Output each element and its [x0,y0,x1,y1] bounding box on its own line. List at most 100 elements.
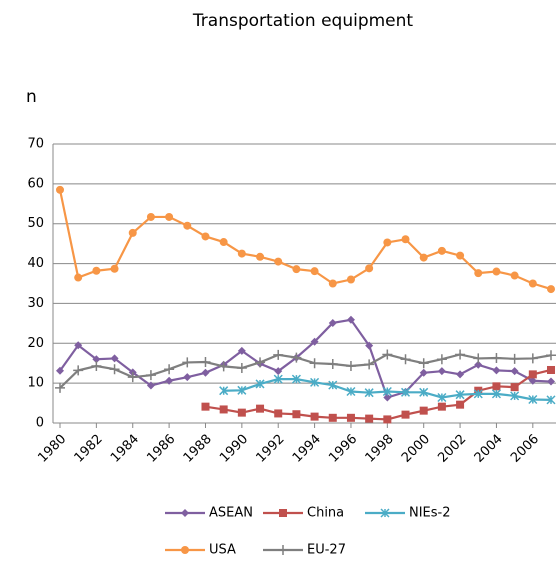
marker [56,185,64,194]
marker [419,387,429,397]
x-tick-label: 1992 [254,432,288,466]
marker [437,392,447,403]
marker [528,376,537,385]
marker [456,400,465,409]
legend-item: NIEs-2 [365,506,451,521]
x-tick-label: 1994 [290,432,324,466]
marker [383,415,392,424]
marker [109,364,120,375]
marker [310,337,319,346]
marker [74,273,83,282]
x-tick-label: 1998 [363,432,397,466]
legend-label: USA [209,543,236,558]
marker [346,275,355,284]
marker [274,257,283,266]
marker [200,357,211,368]
marker [547,285,555,294]
marker [491,389,501,399]
legend-label: EU-27 [307,543,346,558]
x-tick-label: 1984 [108,432,142,466]
marker [492,382,501,391]
marker [183,373,192,382]
marker [183,221,192,230]
marker [400,354,411,365]
marker [383,238,392,247]
marker [145,370,156,381]
marker [219,386,229,396]
marker [365,341,374,350]
marker [73,365,84,376]
x-tick-label: 1996 [326,432,360,466]
x-tick-label: 1986 [144,432,178,466]
marker [455,349,466,360]
marker [380,508,390,518]
series-line [58,189,552,291]
marker [92,266,101,275]
marker [237,408,246,417]
marker [327,359,338,370]
marker [418,358,429,369]
x-tick-label: 1982 [72,432,106,466]
y-tick-label: 40 [27,256,44,271]
marker [74,341,83,350]
marker [182,357,193,368]
marker [527,353,538,364]
marker [509,353,520,364]
marker [510,367,519,376]
legend-item: China [263,506,344,521]
y-tick-label: 30 [27,296,44,311]
marker [201,402,210,411]
marker [492,267,501,276]
marker [456,370,465,379]
marker [201,368,210,377]
x-tick-label: 1990 [217,432,251,466]
marker [310,377,320,387]
annotation: n [26,87,37,107]
marker [419,406,428,415]
marker [292,410,301,419]
x-tick-label: 1980 [35,432,69,466]
marker [91,361,102,372]
marker [328,413,337,422]
marker [491,353,502,364]
marker [365,414,374,423]
legend-label: NIEs-2 [409,506,451,521]
marker [236,362,247,373]
marker [279,509,287,517]
marker [146,212,155,221]
marker [528,279,537,288]
y-tick-label: 20 [27,336,44,351]
marker [219,405,228,414]
marker [273,374,283,384]
marker [528,370,537,379]
legend-item: USA [165,543,236,558]
marker [510,271,519,280]
x-tick-label: 2000 [399,432,433,466]
marker [436,354,447,365]
marker [110,354,119,363]
series-line [59,353,552,389]
marker [56,366,64,375]
marker [528,394,538,405]
marker [546,350,556,361]
marker [164,364,175,375]
marker [547,365,555,374]
marker [546,395,556,405]
marker [455,390,465,400]
legend-item: ASEAN [165,506,253,521]
marker [400,387,411,397]
marker [364,359,375,370]
marker [383,393,392,402]
legend-item: EU-27 [263,543,346,558]
marker [365,264,374,273]
marker [364,388,374,398]
x-tick-label: 2004 [472,432,506,466]
marker [146,381,155,390]
x-tick-label: 2002 [435,432,469,466]
marker [437,402,446,411]
marker [401,235,410,244]
marker [273,349,284,360]
marker [401,410,410,419]
marker [456,251,465,260]
